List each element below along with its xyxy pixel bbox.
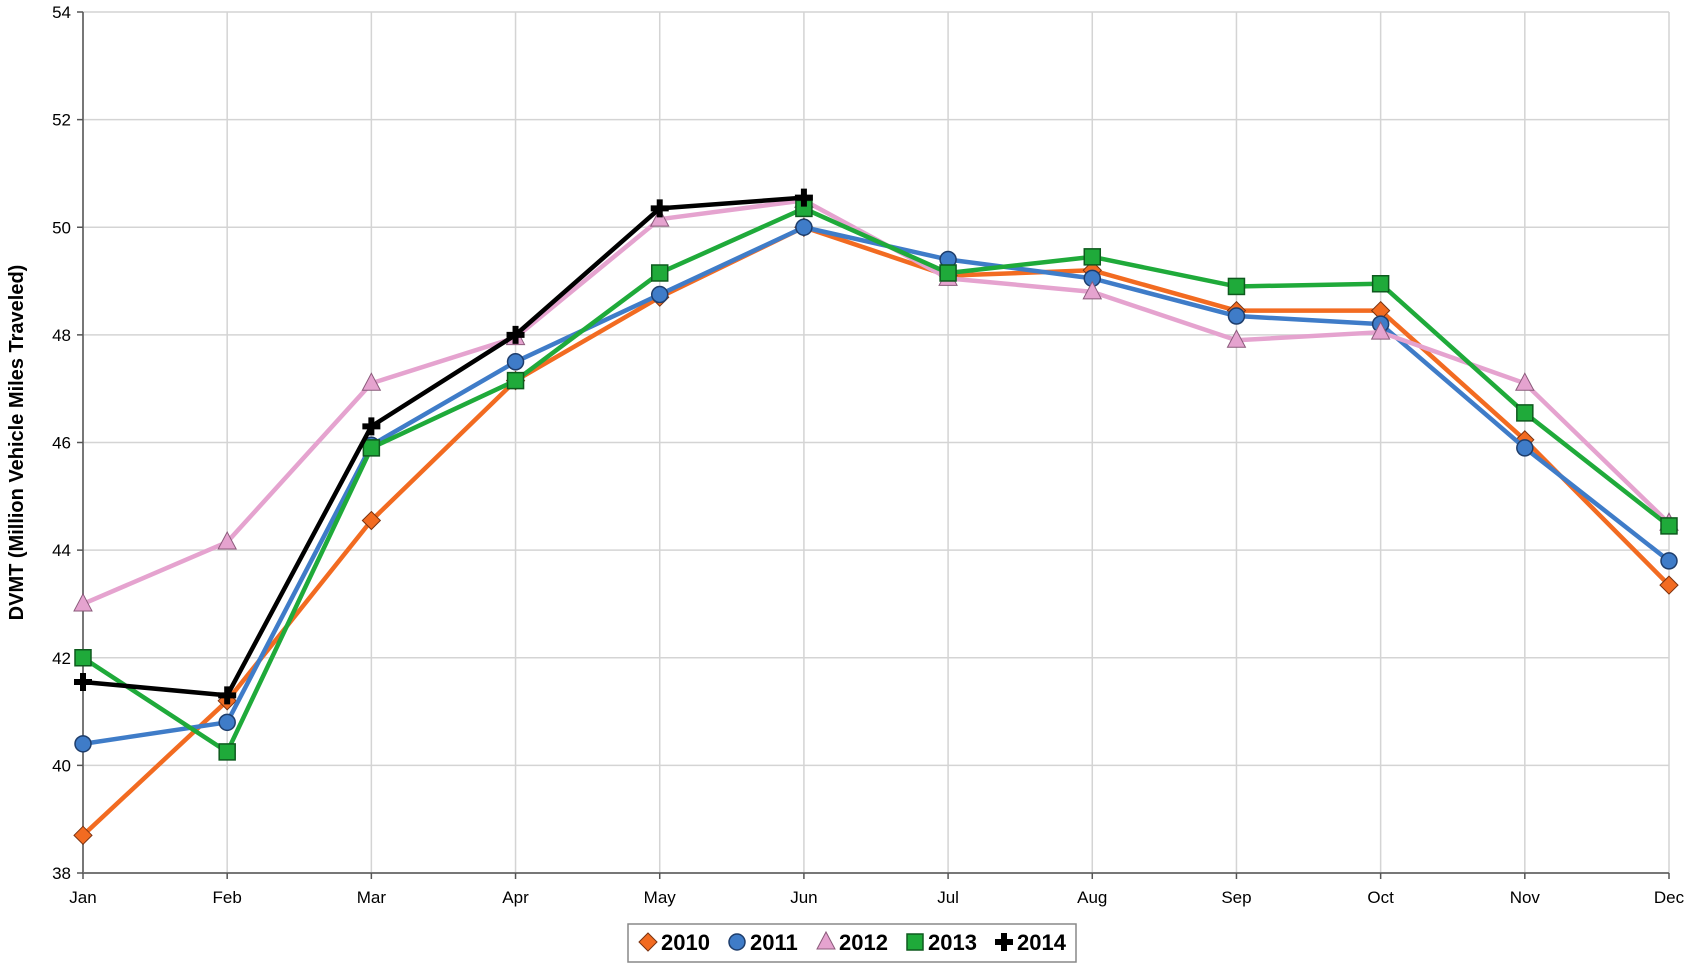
data-point-2011 xyxy=(1660,552,1678,570)
legend-label-2014: 2014 xyxy=(1017,930,1067,955)
y-tick-label: 54 xyxy=(52,3,71,22)
legend-label-2011: 2011 xyxy=(750,930,798,955)
data-point-2014 xyxy=(362,417,381,436)
data-point-2011 xyxy=(650,285,669,304)
data-point-2012 xyxy=(217,530,238,550)
series-layer xyxy=(73,188,1679,846)
y-tick-label: 42 xyxy=(52,649,71,668)
data-point-2011 xyxy=(218,713,236,732)
data-point-2013 xyxy=(1227,277,1246,296)
x-tick-label: Apr xyxy=(502,888,529,907)
series-line-2011 xyxy=(82,225,1671,747)
x-tick-label: Mar xyxy=(357,888,387,907)
data-point-2013 xyxy=(1371,275,1390,293)
data-point-2013 xyxy=(362,439,381,457)
data-point-2013 xyxy=(218,743,236,761)
series-2014 xyxy=(74,188,813,705)
y-tick-label: 44 xyxy=(52,541,71,560)
data-point-2011 xyxy=(795,218,813,236)
legend-item-2010: 2010 xyxy=(638,930,710,955)
series-line-2010 xyxy=(81,225,1671,837)
x-tick-label: Jan xyxy=(69,888,96,907)
x-tick-label: Dec xyxy=(1654,888,1685,907)
y-axis-ticks: 38 40 42 44 46 48 50 52 54 xyxy=(52,3,83,883)
legend-item-2011: 2011 xyxy=(728,930,798,955)
data-point-2010 xyxy=(361,510,382,531)
data-point-2012 xyxy=(649,208,670,227)
legend-item-2014: 2014 xyxy=(995,930,1067,955)
legend-marker-2011 xyxy=(728,933,746,951)
x-tick-label: Nov xyxy=(1510,888,1541,907)
data-point-2013 xyxy=(1083,248,1102,266)
data-point-2011 xyxy=(506,353,525,371)
data-point-2013 xyxy=(1660,517,1678,535)
x-axis-ticks: Jan Feb Mar Apr May Jun Jul Aug Sep Oct Nov Dec xyxy=(69,873,1685,907)
series-2011 xyxy=(74,218,1678,753)
data-point-2012 xyxy=(1514,372,1535,391)
data-point-2011 xyxy=(1227,307,1246,325)
data-point-2014 xyxy=(794,188,813,207)
data-point-2012 xyxy=(1226,329,1247,348)
data-point-2013 xyxy=(506,371,525,390)
data-point-2013 xyxy=(74,649,92,667)
data-point-2014 xyxy=(650,199,669,218)
legend-marker-2013 xyxy=(906,933,924,951)
legend-label-2012: 2012 xyxy=(839,930,888,955)
series-line-2013 xyxy=(81,206,1671,755)
x-tick-label: May xyxy=(644,888,677,907)
series-line-2014 xyxy=(82,195,805,698)
legend-marker-2010 xyxy=(638,932,658,952)
y-tick-label: 46 xyxy=(52,434,71,453)
legend-marker-2014 xyxy=(995,933,1013,951)
data-point-2013 xyxy=(939,264,957,282)
legend-item-2012: 2012 xyxy=(816,930,888,955)
y-tick-label: 50 xyxy=(52,218,71,237)
data-point-2013 xyxy=(650,264,669,282)
series-2013 xyxy=(74,199,1678,761)
gridlines xyxy=(83,11,1670,874)
y-tick-label: 40 xyxy=(52,756,71,775)
y-tick-label: 48 xyxy=(52,326,71,345)
data-point-2011 xyxy=(74,735,92,753)
data-point-2011 xyxy=(1516,439,1534,457)
legend-label-2010: 2010 xyxy=(661,930,710,955)
data-point-2014 xyxy=(74,672,92,691)
x-tick-label: Sep xyxy=(1221,888,1251,907)
data-point-2012 xyxy=(1370,321,1391,340)
legend: 2010 2011 2012 2013 2014 xyxy=(627,923,1077,963)
x-tick-label: Feb xyxy=(213,888,242,907)
legend-label-2013: 2013 xyxy=(928,930,977,955)
data-point-2013 xyxy=(1516,404,1534,422)
x-tick-label: Oct xyxy=(1367,888,1394,907)
x-tick-label: Jul xyxy=(937,888,959,907)
legend-marker-2012 xyxy=(816,930,836,950)
data-point-2010 xyxy=(1659,575,1679,595)
x-tick-label: Aug xyxy=(1077,888,1107,907)
data-point-2012 xyxy=(361,372,382,391)
legend-item-2013: 2013 xyxy=(906,930,977,955)
y-axis-label: DVMT (Million Vehicle Miles Traveled) xyxy=(6,265,28,621)
data-point-2012 xyxy=(1082,280,1103,300)
y-tick-label: 38 xyxy=(52,864,71,883)
data-point-2014 xyxy=(506,325,525,344)
y-tick-label: 52 xyxy=(52,111,71,130)
data-point-2010 xyxy=(73,825,93,846)
x-tick-label: Jun xyxy=(790,888,817,907)
data-point-2012 xyxy=(73,592,93,612)
data-point-2014 xyxy=(218,686,237,705)
